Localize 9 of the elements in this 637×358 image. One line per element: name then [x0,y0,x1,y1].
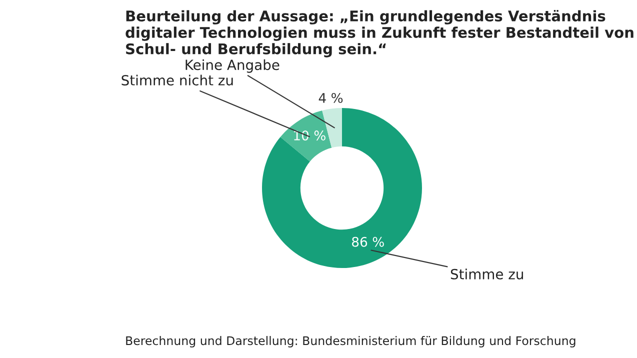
donut-slice [280,110,332,162]
slice-label: Stimme nicht zu [122,74,233,86]
slice-label: Stimme zu [450,268,523,280]
chart-title: Beurteilung der Aussage: „Ein grundlegendes Verständnis digitaler Technologien muss in Zukunft fester Bestandteil von Schul- und Berufsbildung sein.“ [126,10,634,58]
data-label: 86 % [352,236,384,247]
slice-label: Keine Angabe [186,59,280,73]
donut-slice [262,108,422,268]
data-label: 4 % [318,92,343,103]
text: Berechnung und Darstellung: Bundesministerium für Bildung und Forschung [126,336,576,348]
